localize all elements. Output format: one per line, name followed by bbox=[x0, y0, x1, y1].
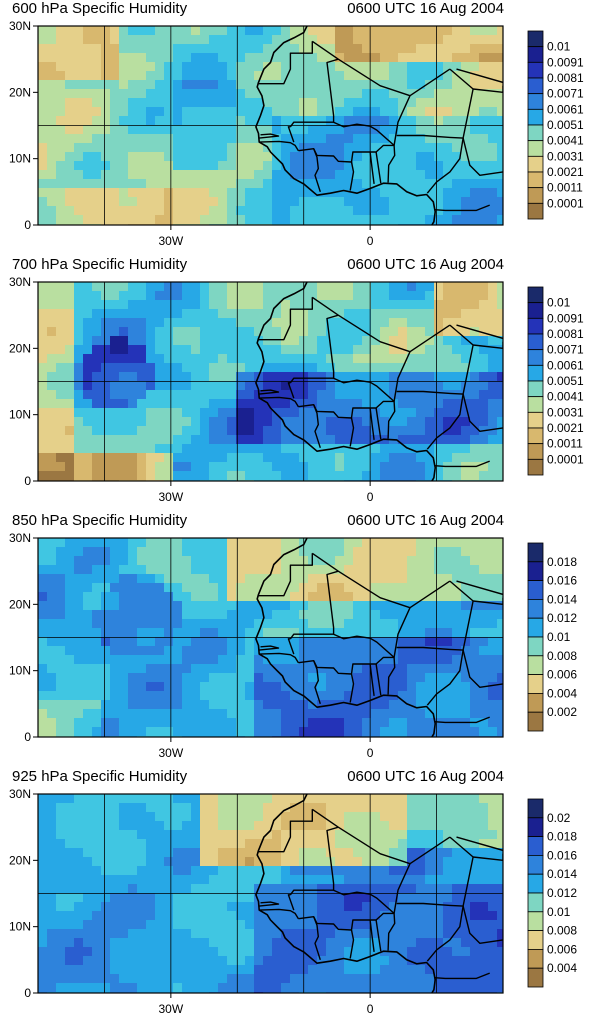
colorbar-label: 0.0061 bbox=[547, 358, 584, 372]
colorbar-label: 0.0021 bbox=[547, 421, 584, 435]
colorbar-label: 0.012 bbox=[547, 611, 577, 625]
colorbar-label: 0.008 bbox=[547, 924, 577, 938]
lat-label: 10N bbox=[9, 152, 31, 166]
lat-label: 0 bbox=[24, 986, 31, 1000]
colorbar-label: 0.006 bbox=[547, 942, 577, 956]
colorbar-label: 0.02 bbox=[547, 811, 571, 825]
lon-label: 0 bbox=[367, 490, 374, 504]
colorbar-label: 0.0001 bbox=[547, 452, 584, 466]
colorbar-label: 0.018 bbox=[547, 555, 577, 569]
colorbar-label: 0.016 bbox=[547, 574, 577, 588]
colorbar-label: 0.0081 bbox=[547, 327, 584, 341]
colorbar-label: 0.0011 bbox=[547, 437, 583, 451]
colorbar-label: 0.0081 bbox=[547, 71, 584, 85]
lon-label: 30W bbox=[159, 234, 184, 248]
colorbar-label: 0.01 bbox=[547, 40, 571, 54]
colorbar-label: 0.014 bbox=[547, 867, 577, 881]
colorbar-label: 0.008 bbox=[547, 649, 577, 663]
colorbar-label: 0.01 bbox=[547, 905, 571, 919]
colorbar-label: 0.0071 bbox=[547, 87, 584, 101]
colorbar-label: 0.004 bbox=[547, 686, 577, 700]
colorbar-label: 0.01 bbox=[547, 296, 571, 310]
colorbar-label: 0.014 bbox=[547, 592, 577, 606]
lat-label: 30N bbox=[9, 275, 31, 289]
lat-label: 30N bbox=[9, 531, 31, 545]
colorbar-label: 0.0051 bbox=[547, 374, 584, 388]
colorbar: 0.02 0.018 0.016 0.014 0.012 0.01 0.008 0.006 0.… bbox=[528, 799, 577, 987]
colorbar-label: 0.0041 bbox=[547, 134, 584, 148]
colorbar-label: 0.01 bbox=[547, 630, 571, 644]
lat-label: 20N bbox=[9, 853, 31, 867]
colorbar: 0.018 0.016 0.014 0.012 0.01 0.008 0.006 0.004 0… bbox=[528, 543, 577, 731]
colorbar-label: 0.006 bbox=[547, 668, 577, 682]
colorbar-label: 0.0071 bbox=[547, 343, 584, 357]
lat-label: 10N bbox=[9, 664, 31, 678]
lon-label: 0 bbox=[367, 746, 374, 760]
colorbar-label: 0.0001 bbox=[547, 196, 584, 210]
colorbar-label: 0.002 bbox=[547, 705, 577, 719]
lat-label: 0 bbox=[24, 730, 31, 744]
colorbar-label: 0.0031 bbox=[547, 405, 584, 419]
lat-label: 20N bbox=[9, 597, 31, 611]
colorbar-label: 0.012 bbox=[547, 886, 577, 900]
colorbar-label: 0.016 bbox=[547, 848, 577, 862]
colorbar-label: 0.0051 bbox=[547, 118, 584, 132]
lat-label: 10N bbox=[9, 920, 31, 934]
colorbar-label: 0.0091 bbox=[547, 55, 584, 69]
colorbar-label: 0.0041 bbox=[547, 390, 584, 404]
lat-label: 20N bbox=[9, 341, 31, 355]
colorbar-label: 0.0021 bbox=[547, 165, 584, 179]
lat-label: 0 bbox=[24, 474, 31, 488]
lat-label: 20N bbox=[9, 85, 31, 99]
lon-label: 30W bbox=[159, 746, 184, 760]
colorbar-label: 0.0061 bbox=[547, 102, 584, 116]
lon-label: 30W bbox=[159, 490, 184, 504]
colorbar-label: 0.018 bbox=[547, 830, 577, 844]
lon-label: 30W bbox=[159, 1002, 184, 1016]
lat-label: 10N bbox=[9, 408, 31, 422]
lon-label: 0 bbox=[367, 234, 374, 248]
colorbar-label: 0.004 bbox=[547, 961, 577, 975]
lat-label: 0 bbox=[24, 218, 31, 232]
colorbar-label: 0.0011 bbox=[547, 181, 583, 195]
lon-label: 0 bbox=[367, 1002, 374, 1016]
lat-label: 30N bbox=[9, 787, 31, 801]
lat-label: 30N bbox=[9, 19, 31, 33]
colorbar-label: 0.0091 bbox=[547, 311, 584, 325]
colorbar-label: 0.0031 bbox=[547, 149, 584, 163]
